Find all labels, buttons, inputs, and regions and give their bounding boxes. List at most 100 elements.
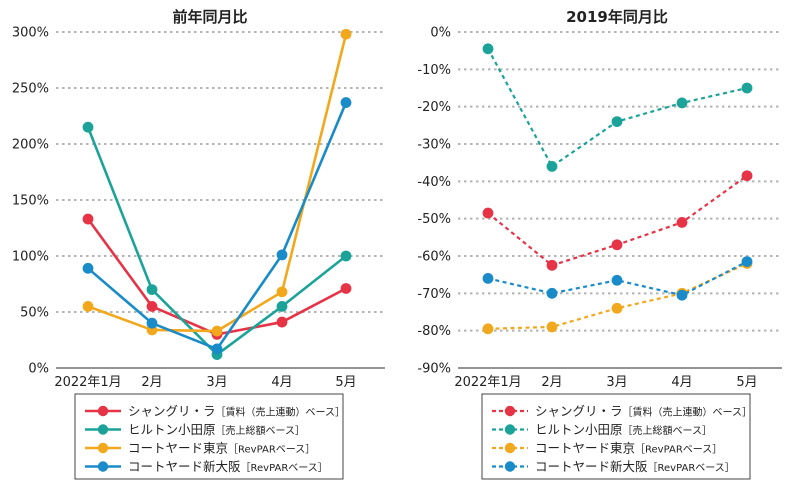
vs2019-legend-box [481, 393, 751, 480]
yoy-legend-series-note: ［RevPARベース］ [241, 462, 328, 474]
yoy-data-point [340, 97, 352, 108]
vs2019-data-point [741, 170, 753, 182]
vs2019-data-point [741, 256, 753, 267]
vs2019-legend-swatch-marker [504, 461, 516, 472]
yoy-ytick-label: 50% [20, 306, 49, 321]
vs2019-legend-swatch-marker [504, 405, 516, 417]
yoy-data-point [211, 325, 223, 337]
yoy-ytick-label: 300% [12, 26, 49, 41]
vs2019-legend-label: ヒルトン小田原［売上総額ベース］ [535, 422, 712, 437]
vs2019-legend-series-name: ヒルトン小田原 [535, 422, 623, 437]
yoy-ytick-label: 200% [12, 138, 49, 153]
vs2019-data-point [482, 323, 494, 335]
yoy-series-line [86, 217, 348, 336]
yoy-legend-swatch-marker [97, 461, 109, 472]
yoy-xtick-label: 2月 [141, 375, 162, 390]
vs2019-ytick-label: -90% [417, 362, 451, 377]
vs2019-data-point [611, 274, 623, 286]
vs2019-data-point [741, 82, 753, 94]
vs2019-legend-series-note: ［賃料（売上連動）ベース］ [623, 406, 753, 419]
vs2019-legend-series-name: コートヤード新大阪 [535, 459, 648, 474]
yoy-legend-label: コートヤード新大阪［RevPARベース］ [128, 459, 328, 474]
vs2019-xtick-label: 2022年1月 [454, 375, 521, 390]
yoy-ytick-label: 150% [12, 194, 49, 209]
yoy-legend-label: ヒルトン小田原［売上総額ベース］ [128, 422, 305, 437]
vs2019-data-point [546, 259, 558, 271]
vs2019-data-point [611, 116, 623, 127]
vs2019-ytick-label: -30% [417, 138, 451, 153]
vs2019-ytick-label: -20% [417, 100, 451, 115]
vs2019-data-point [546, 321, 558, 333]
yoy-data-point [82, 301, 94, 312]
yoy-data-point [276, 249, 288, 261]
vs2019-ytick-label: -80% [417, 324, 451, 339]
yoy-legend-series-name: コートヤード東京 [128, 441, 228, 456]
yoy-legend-series-note: ［賃料（売上連動）ベース］ [216, 406, 346, 419]
vs2019-legend-series-name: コートヤード東京 [535, 441, 635, 456]
vs2019-xtick-label: 3月 [606, 375, 627, 390]
vs2019-data-point [482, 43, 494, 55]
yoy-data-point [211, 343, 223, 355]
yoy-xtick-label: 5月 [335, 375, 356, 390]
vs2019-legend-label: コートヤード東京［RevPARベース］ [535, 441, 722, 456]
yoy-data-point [146, 284, 158, 295]
yoy-data-point [146, 301, 158, 312]
vs2019-legend-swatch-marker [504, 424, 516, 435]
vs2019-ytick-label: -10% [417, 63, 451, 78]
yoy-xtick-label: 2022年1月 [54, 375, 121, 390]
vs2019-legend-swatch-marker [504, 442, 516, 454]
yoy-legend-series-name: シャングリ・ラ [128, 404, 216, 419]
yoy-xtick-label: 3月 [206, 375, 227, 390]
vs2019-data-point [546, 287, 558, 299]
vs2019-ytick-label: -50% [417, 212, 451, 227]
yoy-legend-swatch-marker [97, 424, 109, 435]
vs2019-xtick-label: 5月 [736, 375, 757, 390]
vs2019-data-point [482, 273, 494, 284]
yoy-data-point [82, 213, 94, 225]
yoy-chart: 前年同月比 0% 50% 100% 150% 200% 250% 300% 2022年1月 2… [12, 8, 385, 480]
vs2019-legend-label: シャングリ・ラ［賃料（売上連動）ベース］ [535, 404, 752, 419]
vs2019-ytick-label: 0% [430, 26, 451, 41]
yoy-legend-series-note: ［売上総額ベース］ [216, 424, 306, 437]
vs2019-data-point [676, 97, 688, 109]
vs2019-chart: 2019年同月比 -90% -80% -70% -60% -50% -40% -30% -20… [417, 8, 782, 480]
yoy-data-point [276, 301, 288, 312]
yoy-data-point [276, 316, 288, 328]
yoy-legend-series-name: ヒルトン小田原 [128, 422, 216, 437]
vs2019-ytick-label: -60% [417, 250, 451, 265]
vs2019-series-line [487, 174, 748, 267]
yoy-legend-swatch-marker [97, 442, 109, 454]
yoy-data-point [340, 283, 352, 294]
yoy-ytick-label: 0% [28, 362, 49, 377]
yoy-data-point [82, 121, 94, 133]
vs2019-legend-series-note: ［売上総額ベース］ [623, 424, 713, 437]
yoy-data-point [82, 262, 94, 274]
yoy-ytick-label: 100% [12, 250, 49, 265]
yoy-data-point [146, 317, 158, 329]
vs2019-xtick-label: 4月 [671, 375, 692, 390]
yoy-data-point [340, 250, 352, 262]
vs2019-legend-label: コートヤード新大阪［RevPARベース］ [535, 459, 735, 474]
vs2019-data-point [482, 207, 494, 219]
yoy-ytick-label: 250% [12, 82, 49, 97]
yoy-legend-series-note: ［RevPARベース］ [228, 444, 315, 456]
vs2019-series-line [487, 262, 748, 330]
yoy-legend-swatch-marker [97, 405, 109, 417]
yoy-legend-series-name: コートヤード新大阪 [128, 459, 241, 474]
vs2019-data-point [676, 217, 688, 228]
yoy-data-point [276, 286, 288, 298]
yoy-xtick-label: 4月 [271, 375, 292, 390]
yoy-data-point [340, 28, 352, 40]
vs2019-series-line [487, 48, 748, 168]
vs2019-legend-series-note: ［RevPARベース］ [635, 444, 722, 456]
yoy-legend-box [74, 393, 344, 480]
vs2019-data-point [676, 289, 688, 301]
vs2019-data-point [611, 239, 623, 251]
yoy-legend-label: シャングリ・ラ［賃料（売上連動）ベース］ [128, 404, 345, 419]
vs2019-legend-series-note: ［RevPARベース］ [648, 462, 735, 474]
vs2019-data-point [611, 302, 623, 314]
vs2019-legend-series-name: シャングリ・ラ [535, 404, 623, 419]
vs2019-ytick-label: -70% [417, 287, 451, 302]
